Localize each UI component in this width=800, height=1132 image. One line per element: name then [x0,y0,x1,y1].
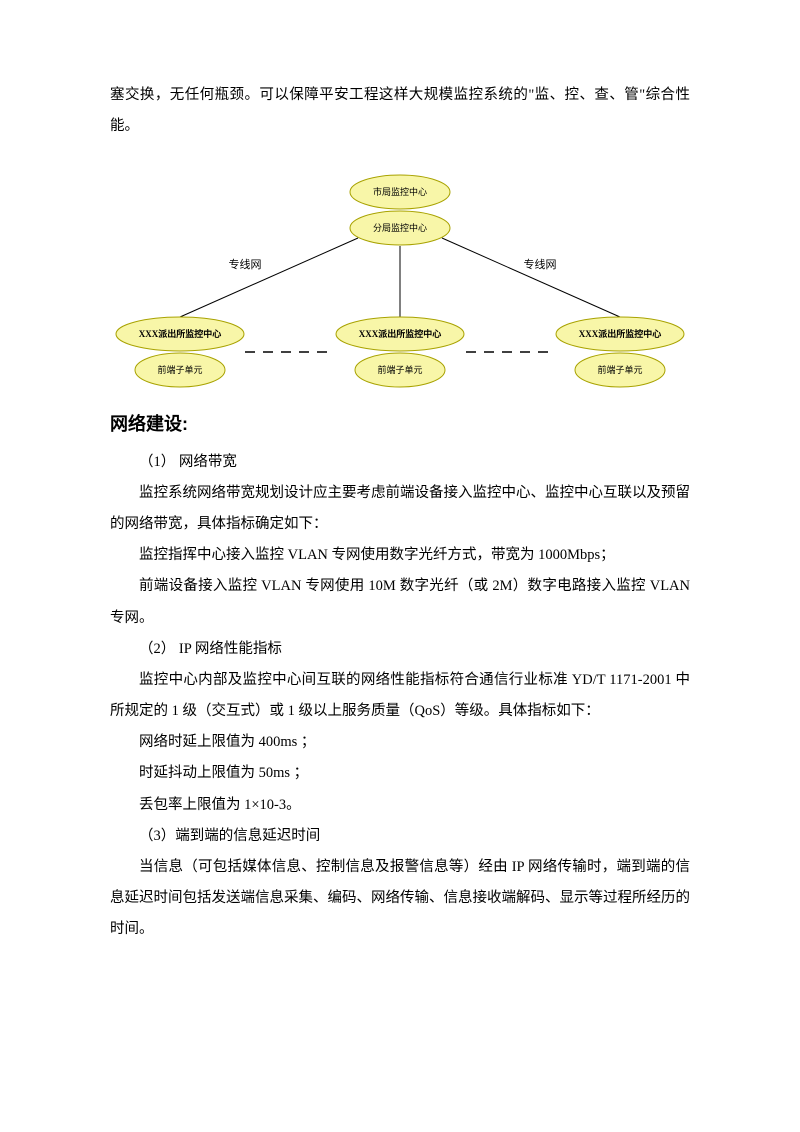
svg-text:分局监控中心: 分局监控中心 [373,222,427,233]
svg-text:XXX派出所监控中心: XXX派出所监控中心 [139,328,222,339]
body-content: （1） 网络带宽监控系统网络带宽规划设计应主要考虑前端设备接入监控中心、监控中心… [110,447,690,946]
numbered-item: （2） IP 网络性能指标 [110,634,690,665]
paragraph: 网络时延上限值为 400ms ； [110,727,690,758]
paragraph: 前端设备接入监控 VLAN 专网使用 10M 数字光纤（或 2M）数字电路接入监… [110,571,690,633]
svg-text:XXX派出所监控中心: XXX派出所监控中心 [359,328,442,339]
numbered-item: （1） 网络带宽 [110,447,690,478]
svg-text:前端子单元: 前端子单元 [597,364,642,375]
intro-paragraph: 塞交换，无任何瓶颈。可以保障平安工程这样大规模监控系统的"监、控、查、管"综合性… [110,80,690,142]
paragraph: 当信息（可包括媒体信息、控制信息及报警信息等）经由 IP 网络传输时，端到端的信… [110,852,690,946]
svg-text:市局监控中心: 市局监控中心 [373,186,427,197]
numbered-item: （3）端到端的信息延迟时间 [110,821,690,852]
svg-text:专线网: 专线网 [229,257,262,271]
paragraph: 监控中心内部及监控中心间互联的网络性能指标符合通信行业标准 YD/T 1171-… [110,665,690,727]
svg-text:前端子单元: 前端子单元 [157,364,202,375]
svg-text:专线网: 专线网 [524,257,557,271]
svg-text:前端子单元: 前端子单元 [377,364,422,375]
paragraph: 丢包率上限值为 1×10-3。 [110,790,690,821]
section-title-network: 网络建设: [110,408,690,440]
paragraph: 时延抖动上限值为 50ms ； [110,758,690,789]
svg-text:XXX派出所监控中心: XXX派出所监控中心 [579,328,662,339]
paragraph: 监控系统网络带宽规划设计应主要考虑前端设备接入监控中心、监控中心互联以及预留的网… [110,478,690,540]
paragraph: 监控指挥中心接入监控 VLAN 专网使用数字光纤方式，带宽为 1000Mbps； [110,540,690,571]
hierarchy-diagram: 专线网专线网市局监控中心分局监控中心XXX派出所监控中心前端子单元XXX派出所监… [110,164,690,394]
